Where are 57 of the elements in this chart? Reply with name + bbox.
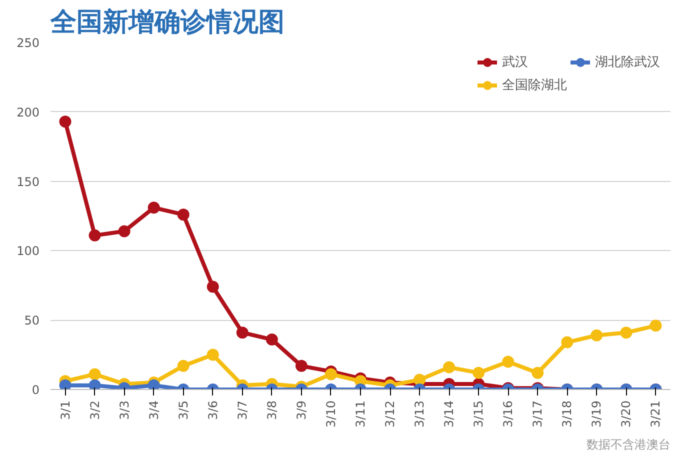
point — [502, 356, 514, 368]
point — [472, 366, 485, 379]
point — [88, 368, 101, 380]
x-tick-label: 3/16 — [501, 400, 516, 428]
point — [59, 116, 72, 128]
x-tick-label: 3/14 — [442, 400, 456, 428]
x-tick-label: 3/17 — [530, 400, 545, 428]
x-tick-label: 3/21 — [648, 400, 663, 428]
y-tick-label: 250 — [16, 36, 40, 50]
point — [324, 368, 337, 380]
x-tick-label: 3/15 — [472, 400, 486, 428]
x-tick-label: 3/3 — [117, 400, 132, 420]
x-tick-label: 3/11 — [354, 400, 368, 428]
x-tick-label: 3/4 — [146, 400, 161, 420]
point — [206, 348, 219, 361]
point — [148, 379, 160, 390]
x-tick-label: 3/10 — [324, 400, 338, 428]
x-tick-label: 3/7 — [235, 400, 250, 420]
point — [206, 280, 219, 293]
point — [532, 366, 544, 379]
x-tick-label: 3/8 — [264, 400, 279, 420]
x-tick-label: 3/19 — [590, 400, 604, 428]
point — [414, 374, 426, 386]
point — [295, 360, 308, 372]
x-tick-label: 3/9 — [294, 400, 308, 420]
legend-label: 全国除湖北 — [502, 77, 567, 94]
point — [88, 229, 101, 242]
point — [590, 329, 603, 342]
x-tick-label: 3/5 — [176, 400, 190, 420]
x-tick-label: 3/6 — [206, 400, 220, 420]
point — [620, 326, 632, 339]
point — [650, 320, 662, 332]
point — [561, 336, 574, 348]
legend-label: 湖北除武汉 — [595, 54, 660, 71]
y-tick-label: 100 — [16, 244, 40, 258]
legend-label: 武汉 — [502, 54, 528, 71]
x-tick-label: 3/18 — [560, 400, 574, 428]
chart-title: 全国新增确诊情况图 — [50, 8, 284, 38]
x-tick-label: 3/13 — [412, 400, 427, 428]
y-tick-label: 200 — [16, 105, 40, 120]
text: 数据不含港澳台 — [586, 438, 670, 452]
point — [443, 361, 456, 374]
x-tick-label: 3/1 — [58, 400, 72, 420]
x-tick-label: 3/20 — [619, 400, 634, 428]
point — [59, 379, 72, 390]
point — [177, 360, 190, 372]
y-tick-label: 50 — [24, 314, 40, 328]
point — [88, 379, 101, 390]
point — [118, 225, 130, 238]
point — [177, 208, 190, 221]
point — [266, 334, 278, 346]
x-tick-label: 3/12 — [383, 400, 398, 428]
point — [236, 326, 248, 339]
x-tick-label: 3/2 — [88, 400, 102, 420]
y-tick-label: 150 — [16, 174, 40, 189]
y-tick-label: 0 — [32, 383, 40, 397]
point — [148, 202, 160, 214]
